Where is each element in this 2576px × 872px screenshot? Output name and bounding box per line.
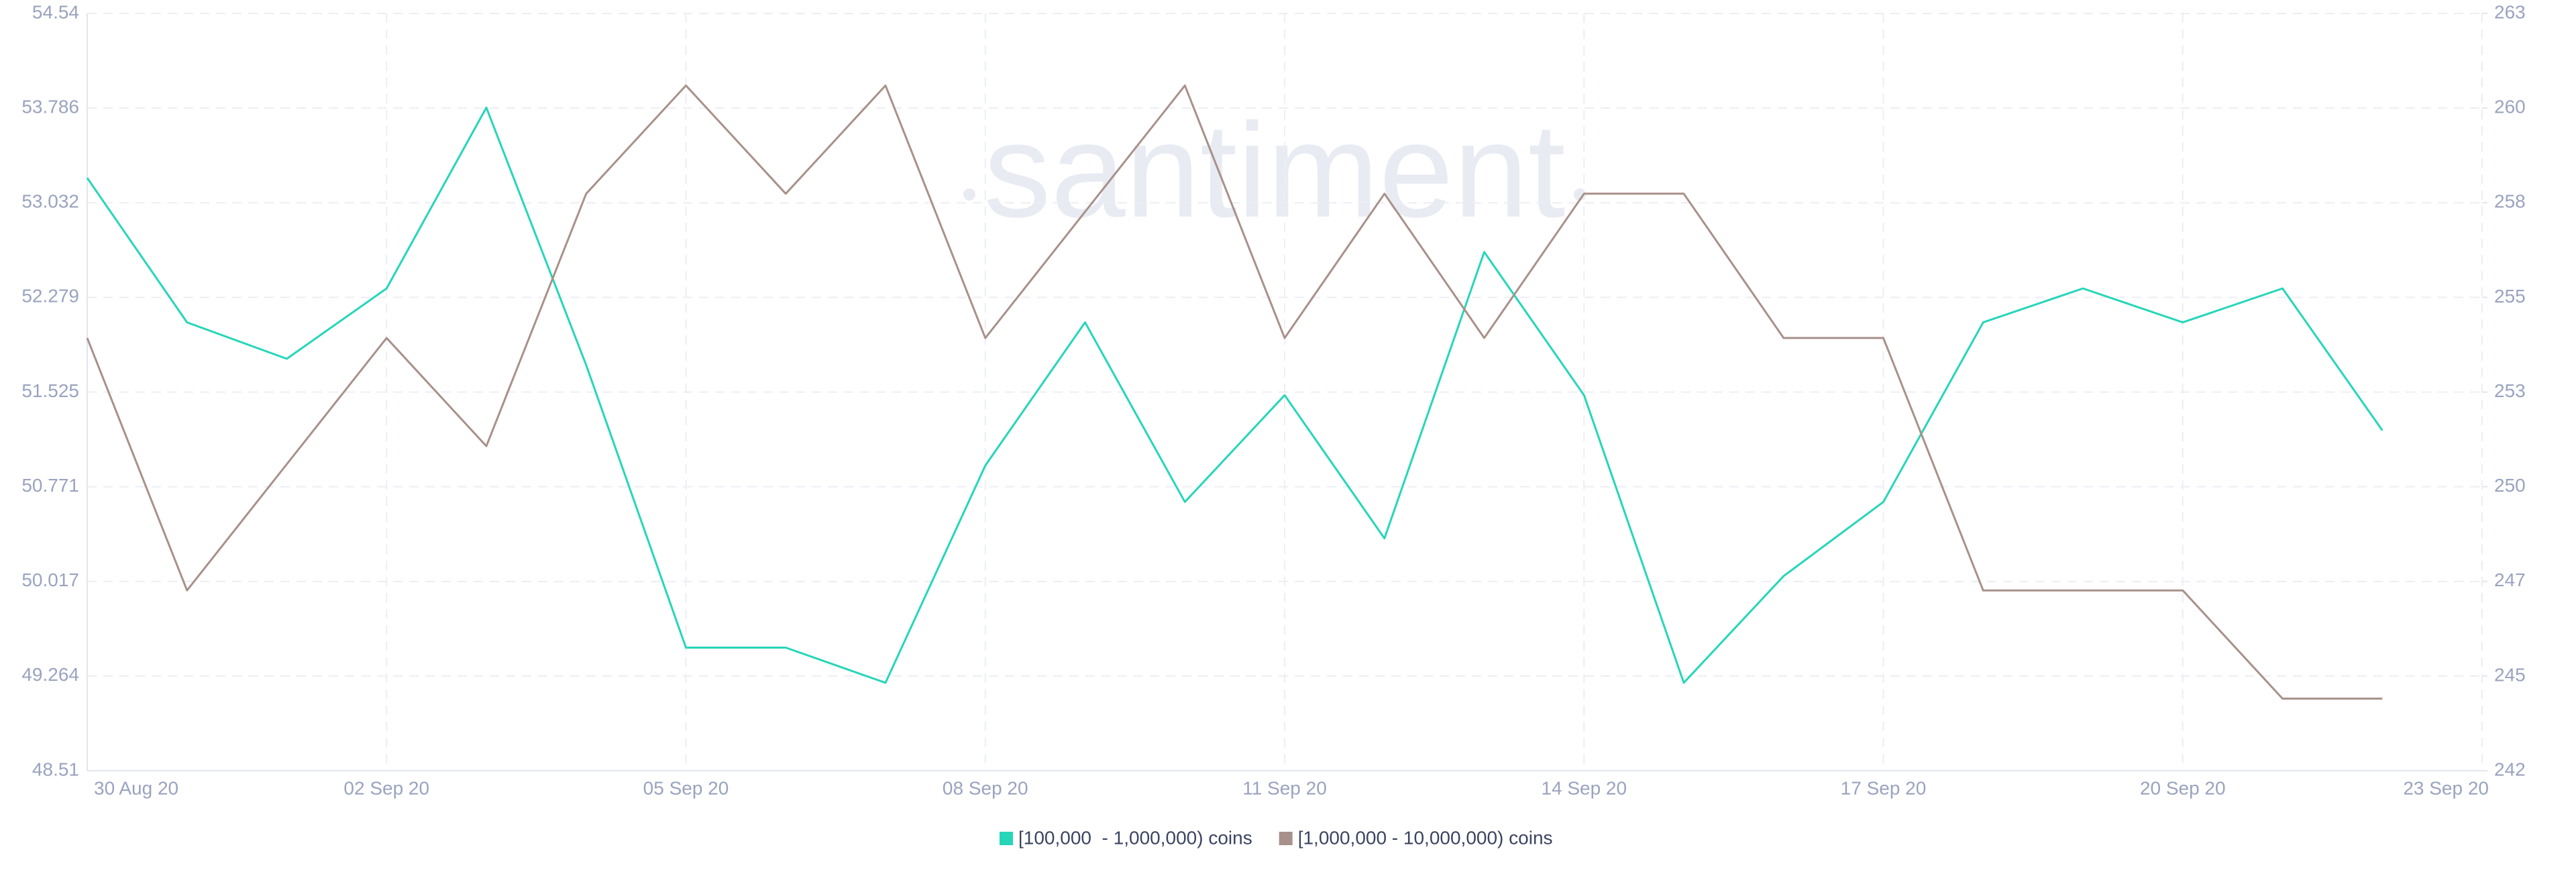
y-tick-label: 52.279 — [21, 286, 79, 307]
x-tick-label: 08 Sep 20 — [943, 777, 1028, 798]
watermark-dot — [963, 188, 975, 201]
watermark: santiment — [963, 96, 1586, 246]
y2-tick-label: 260 — [2494, 97, 2526, 117]
y-tick-label: 53.786 — [21, 97, 79, 117]
watermark-dot — [1574, 188, 1586, 201]
x-tick-label: 20 Sep 20 — [2140, 777, 2226, 798]
y-tick-label: 50.771 — [21, 475, 79, 496]
y2-tick-label: 263 — [2494, 1, 2526, 22]
x-tick-label: 02 Sep 20 — [343, 777, 429, 798]
legend-label: [1,000,000 - 10,000,000) coins — [1298, 827, 1553, 848]
x-tick-label: 14 Sep 20 — [1541, 777, 1627, 798]
y-tick-label: 48.51 — [32, 759, 79, 779]
watermark-text: santiment — [983, 96, 1565, 246]
x-tick-label: 05 Sep 20 — [643, 777, 729, 798]
y-tick-label: 50.017 — [21, 569, 79, 590]
y2-tick-label: 245 — [2494, 664, 2526, 685]
y-tick-label: 51.525 — [21, 380, 79, 401]
series-line — [86, 85, 2383, 700]
x-tick-label: 30 Aug 20 — [94, 777, 178, 798]
y2-tick-label: 242 — [2494, 759, 2526, 779]
x-tick-label: 23 Sep 20 — [2403, 777, 2489, 798]
x-tick-label: 11 Sep 20 — [1242, 777, 1327, 798]
x-tick-label: 17 Sep 20 — [1841, 777, 1927, 798]
y-tick-label: 54.54 — [32, 1, 79, 22]
legend-swatch — [1000, 832, 1013, 845]
legend: [100,000 - 1,000,000) coins [1,000,000 - … — [1000, 827, 1553, 848]
y2-tick-label: 258 — [2494, 191, 2526, 212]
legend-label: [100,000 - 1,000,000) coins — [1018, 827, 1252, 848]
series-line — [86, 106, 2383, 684]
legend-swatch — [1279, 832, 1293, 845]
y2-tick-label: 247 — [2494, 569, 2526, 590]
y-tick-label: 49.264 — [21, 664, 79, 685]
y-tick-label: 53.032 — [21, 191, 79, 212]
y2-tick-label: 253 — [2494, 380, 2526, 401]
y2-tick-label: 255 — [2494, 286, 2526, 307]
y2-tick-label: 250 — [2494, 475, 2526, 496]
